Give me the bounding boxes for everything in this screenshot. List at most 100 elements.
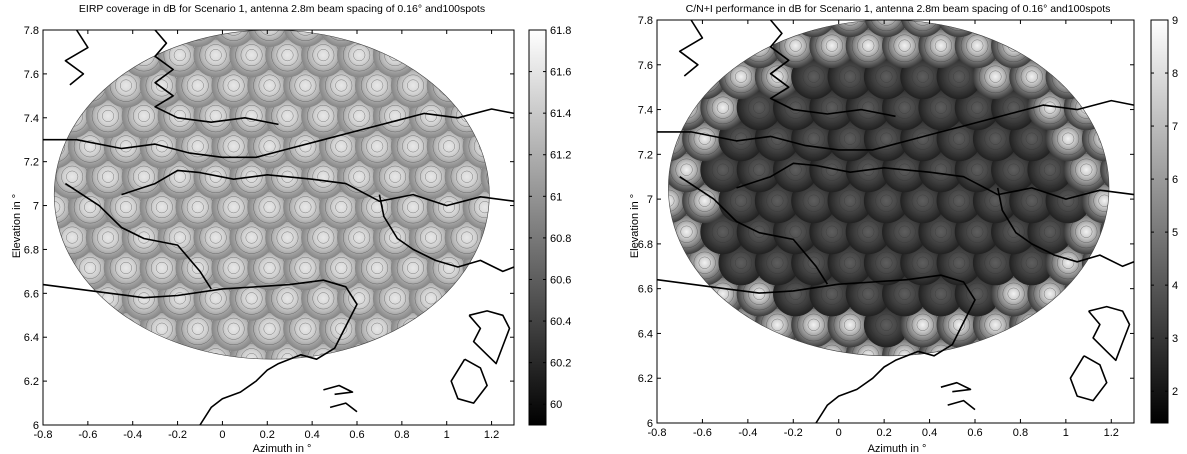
contour-line — [916, 194, 929, 207]
contour-line — [317, 49, 330, 62]
beam-spot — [682, 54, 728, 100]
contour-line — [13, 262, 25, 274]
contour-line — [753, 101, 766, 114]
contour-line — [1057, 127, 1080, 150]
contour-line — [294, 30, 317, 36]
contour-line — [626, 133, 638, 145]
contour-line — [948, 65, 971, 88]
contour-line — [802, 65, 825, 88]
colorbar-tick-label: 61.8 — [550, 25, 571, 37]
colorbar-tick-label: 60.8 — [550, 233, 571, 245]
contour-line — [1020, 127, 1043, 150]
contour-line — [312, 287, 335, 310]
contour-line — [209, 49, 222, 62]
contour-line — [26, 44, 47, 65]
contour-line — [1038, 344, 1062, 356]
beam-spot — [973, 364, 1018, 409]
contour-line — [115, 196, 137, 219]
contour-line — [281, 49, 294, 62]
contour-line — [748, 220, 771, 243]
contour-line — [204, 287, 227, 310]
x-tick-label: -0.8 — [648, 427, 667, 439]
contour-line — [13, 384, 25, 396]
contour-line — [367, 379, 388, 400]
contour-line — [725, 371, 757, 403]
contour-line — [639, 159, 661, 181]
contour-line — [173, 353, 186, 360]
contour-line — [115, 379, 136, 400]
contour-line — [438, 257, 460, 279]
contour-line — [61, 104, 84, 127]
contour-line — [79, 74, 102, 97]
beam-spot — [85, 32, 131, 78]
contour-line — [1117, 288, 1129, 300]
contour-line — [1130, 190, 1152, 212]
contour-line — [353, 231, 366, 244]
coastline — [1087, 305, 1131, 362]
contour-line — [911, 251, 934, 274]
contour-line — [929, 96, 952, 119]
contour-line — [371, 79, 384, 92]
contour-line — [119, 261, 133, 274]
contour-line — [110, 374, 142, 406]
contour-line — [1020, 65, 1043, 88]
contour-line — [312, 165, 335, 188]
beam-spot — [991, 23, 1037, 69]
contour-line — [711, 220, 734, 243]
coastline — [468, 310, 511, 365]
contour-line — [997, 339, 1031, 356]
contour-line — [442, 201, 455, 214]
contour-line — [869, 20, 903, 32]
contour-line — [151, 379, 172, 400]
contour-line — [54, 257, 66, 279]
contour-line — [825, 225, 839, 238]
contour-line — [1052, 371, 1084, 403]
contour-line — [1062, 256, 1075, 269]
x-axis-label: Azimuth in ° — [868, 443, 927, 454]
contour-line — [875, 65, 898, 88]
contour-line — [155, 261, 168, 274]
beam-spot — [682, 302, 728, 348]
contour-line — [1057, 376, 1079, 398]
contour-line — [1020, 313, 1043, 336]
x-tick-label: 1 — [444, 429, 450, 441]
coastline — [657, 99, 1135, 151]
contour-line — [227, 261, 240, 274]
contour-line — [258, 135, 281, 158]
contour-line — [478, 30, 490, 31]
contour-line — [1135, 9, 1147, 21]
contour-line — [473, 317, 490, 340]
contour-line — [668, 313, 680, 336]
contour-line — [971, 225, 984, 238]
contour-line — [971, 163, 984, 176]
contour-line — [784, 282, 807, 305]
contour-line — [227, 30, 240, 31]
contour-line — [420, 348, 442, 360]
contour-line — [960, 339, 994, 356]
contour-line — [984, 127, 1007, 150]
beam-spot — [668, 333, 710, 356]
contour-line — [204, 104, 227, 127]
coastline — [679, 176, 829, 285]
contour-line — [1033, 29, 1067, 63]
contour-line — [621, 128, 643, 150]
contour-line — [168, 287, 191, 310]
x-tick-label: -0.4 — [123, 429, 142, 441]
contour-line — [20, 39, 52, 71]
beam-spot — [54, 32, 95, 78]
colorbar-tick-label: 60.4 — [550, 316, 571, 328]
contour-line — [971, 101, 984, 114]
contour-line — [1117, 164, 1129, 176]
contour-line — [1025, 256, 1038, 269]
contour-line — [299, 79, 312, 92]
contour-line — [168, 104, 191, 127]
contour-line — [771, 256, 784, 269]
contour-line — [924, 339, 958, 356]
contour-line — [711, 158, 734, 181]
y-tick-label: 6.4 — [24, 332, 39, 344]
contour-line — [1051, 60, 1085, 94]
contour-line — [389, 353, 402, 360]
contour-line — [307, 342, 340, 360]
contour-line — [478, 201, 490, 214]
